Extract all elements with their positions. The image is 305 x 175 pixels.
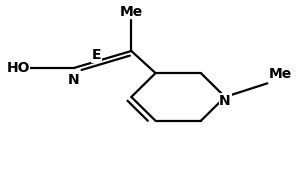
Text: N: N	[68, 73, 80, 87]
Text: N: N	[219, 94, 231, 108]
Text: Me: Me	[120, 5, 143, 19]
Text: Me: Me	[269, 67, 292, 81]
Text: E: E	[92, 48, 101, 62]
Text: HO: HO	[6, 61, 30, 75]
